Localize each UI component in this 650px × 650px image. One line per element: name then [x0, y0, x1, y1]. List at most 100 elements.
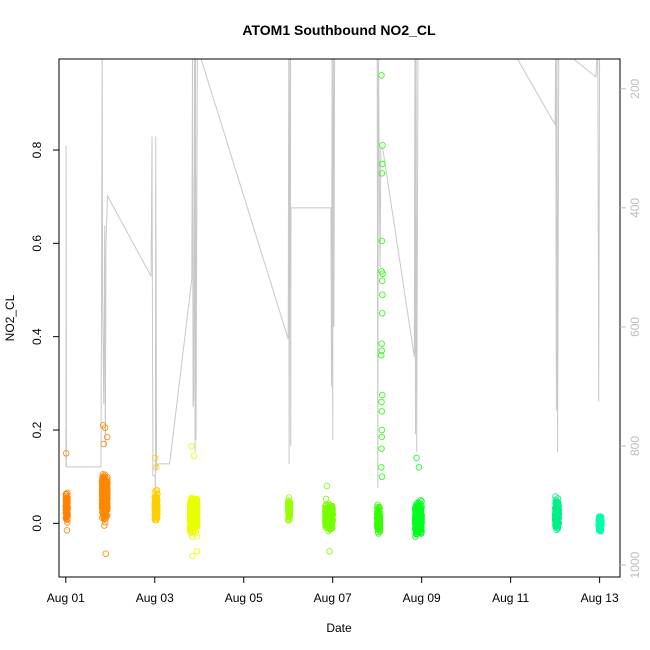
scatter-point: [103, 433, 111, 441]
scatter-point: [189, 522, 197, 529]
scatter-point: [63, 500, 70, 507]
scatter-point: [325, 527, 332, 535]
scatter-point: [191, 512, 198, 520]
scatter-point: [413, 530, 420, 537]
scatter-point: [378, 352, 385, 359]
scatter-point: [378, 433, 385, 441]
y-tick-label: 0.6: [30, 235, 44, 252]
scatter-point: [374, 508, 381, 515]
scatter-point: [193, 533, 201, 540]
scatter-point: [153, 504, 160, 511]
x-tick-label: Aug 05: [225, 591, 263, 605]
scatter-points-layer: [62, 72, 605, 560]
scatter-point: [100, 440, 107, 448]
right-y-tick-label: 1000: [628, 551, 642, 578]
x-tick-label: Aug 11: [492, 591, 529, 605]
chart-title: ATOM1 Southbound NO2_CL: [242, 22, 436, 38]
x-axis-title: Date: [326, 621, 352, 635]
scatter-point: [596, 518, 603, 525]
scatter-point: [413, 454, 420, 462]
scatter-point: [374, 520, 381, 528]
scatter-point: [553, 522, 561, 529]
x-tick-label: Aug 03: [136, 591, 174, 605]
scatter-point: [414, 499, 421, 506]
x-tick-label: Aug 07: [314, 591, 352, 605]
scatter-point: [63, 527, 71, 534]
scatter-point: [189, 552, 196, 560]
scatter-point: [152, 500, 159, 507]
scatter-point: [62, 450, 70, 457]
scatter-point: [151, 503, 159, 510]
scatter-point: [193, 514, 200, 521]
scatter-point: [554, 502, 561, 509]
scatter-point: [378, 408, 385, 415]
scatter-point: [415, 464, 423, 471]
scatter-point: [553, 511, 561, 518]
y-tick-label: 0.4: [30, 328, 44, 345]
scatter-point: [378, 445, 385, 452]
scatter-point: [186, 515, 194, 523]
secondary-line: [65, 59, 601, 494]
scatter-point: [153, 487, 161, 494]
scatter-point: [378, 340, 385, 347]
y-tick-label: 0.0: [30, 515, 44, 532]
scatter-point: [325, 506, 333, 513]
scatter-point: [187, 496, 195, 503]
scatter-point: [152, 503, 159, 511]
scatter-point: [99, 502, 107, 509]
scatter-point: [379, 142, 386, 149]
scatter-point: [101, 519, 109, 526]
scatter-point: [374, 510, 381, 517]
scatter-point: [412, 506, 420, 513]
scatter-point: [62, 515, 70, 522]
scatter-point: [379, 160, 386, 168]
scatter-point: [188, 499, 196, 506]
scatter-point: [554, 499, 562, 506]
scatter-point: [99, 471, 107, 478]
scatter-point: [379, 391, 386, 399]
y-tick-label: 0.8: [30, 141, 44, 158]
right-y-tick-label: 800: [628, 436, 642, 456]
scatter-point: [327, 525, 334, 533]
scatter-point: [323, 482, 330, 490]
x-tick-label: Aug 09: [403, 591, 441, 605]
scatter-point: [597, 515, 604, 522]
scatter-point: [379, 270, 386, 277]
scatter-point: [378, 464, 385, 471]
y-axis-title: NO2_CL: [3, 294, 17, 341]
scatter-point: [101, 522, 108, 529]
scatter-point: [374, 512, 381, 520]
scatter-point: [286, 508, 293, 515]
scatter-point: [152, 513, 159, 521]
scatter-point: [326, 510, 333, 518]
scatter-point: [379, 291, 386, 298]
right-y-tick-label: 400: [628, 198, 642, 218]
scatter-point: [193, 548, 201, 555]
scatter-point: [101, 512, 109, 519]
scatter-point: [416, 510, 423, 517]
y-tick-label: 0.2: [30, 421, 44, 438]
scatter-point: [418, 504, 425, 511]
plot-frame: [58, 58, 621, 578]
right-y-tick-label: 600: [628, 317, 642, 337]
scatter-point: [104, 492, 111, 499]
scatter-point: [326, 548, 333, 555]
scatter-point: [63, 508, 70, 516]
scatter-point: [379, 277, 386, 284]
scatter-point: [102, 550, 109, 557]
scatter-point: [98, 500, 106, 507]
scatter-point: [286, 498, 293, 505]
scatter-point: [64, 489, 71, 497]
scatter-point: [152, 454, 159, 462]
scatter-point: [378, 347, 385, 354]
scatter-point: [378, 72, 385, 79]
scatter-point: [286, 516, 293, 523]
scatter-point: [378, 473, 386, 480]
scatter-point: [378, 426, 386, 434]
scatter-point: [286, 504, 293, 511]
scatter-point: [153, 516, 160, 524]
scatter-point: [417, 519, 424, 526]
scatter-point: [188, 503, 195, 510]
scatter-point: [553, 519, 560, 526]
